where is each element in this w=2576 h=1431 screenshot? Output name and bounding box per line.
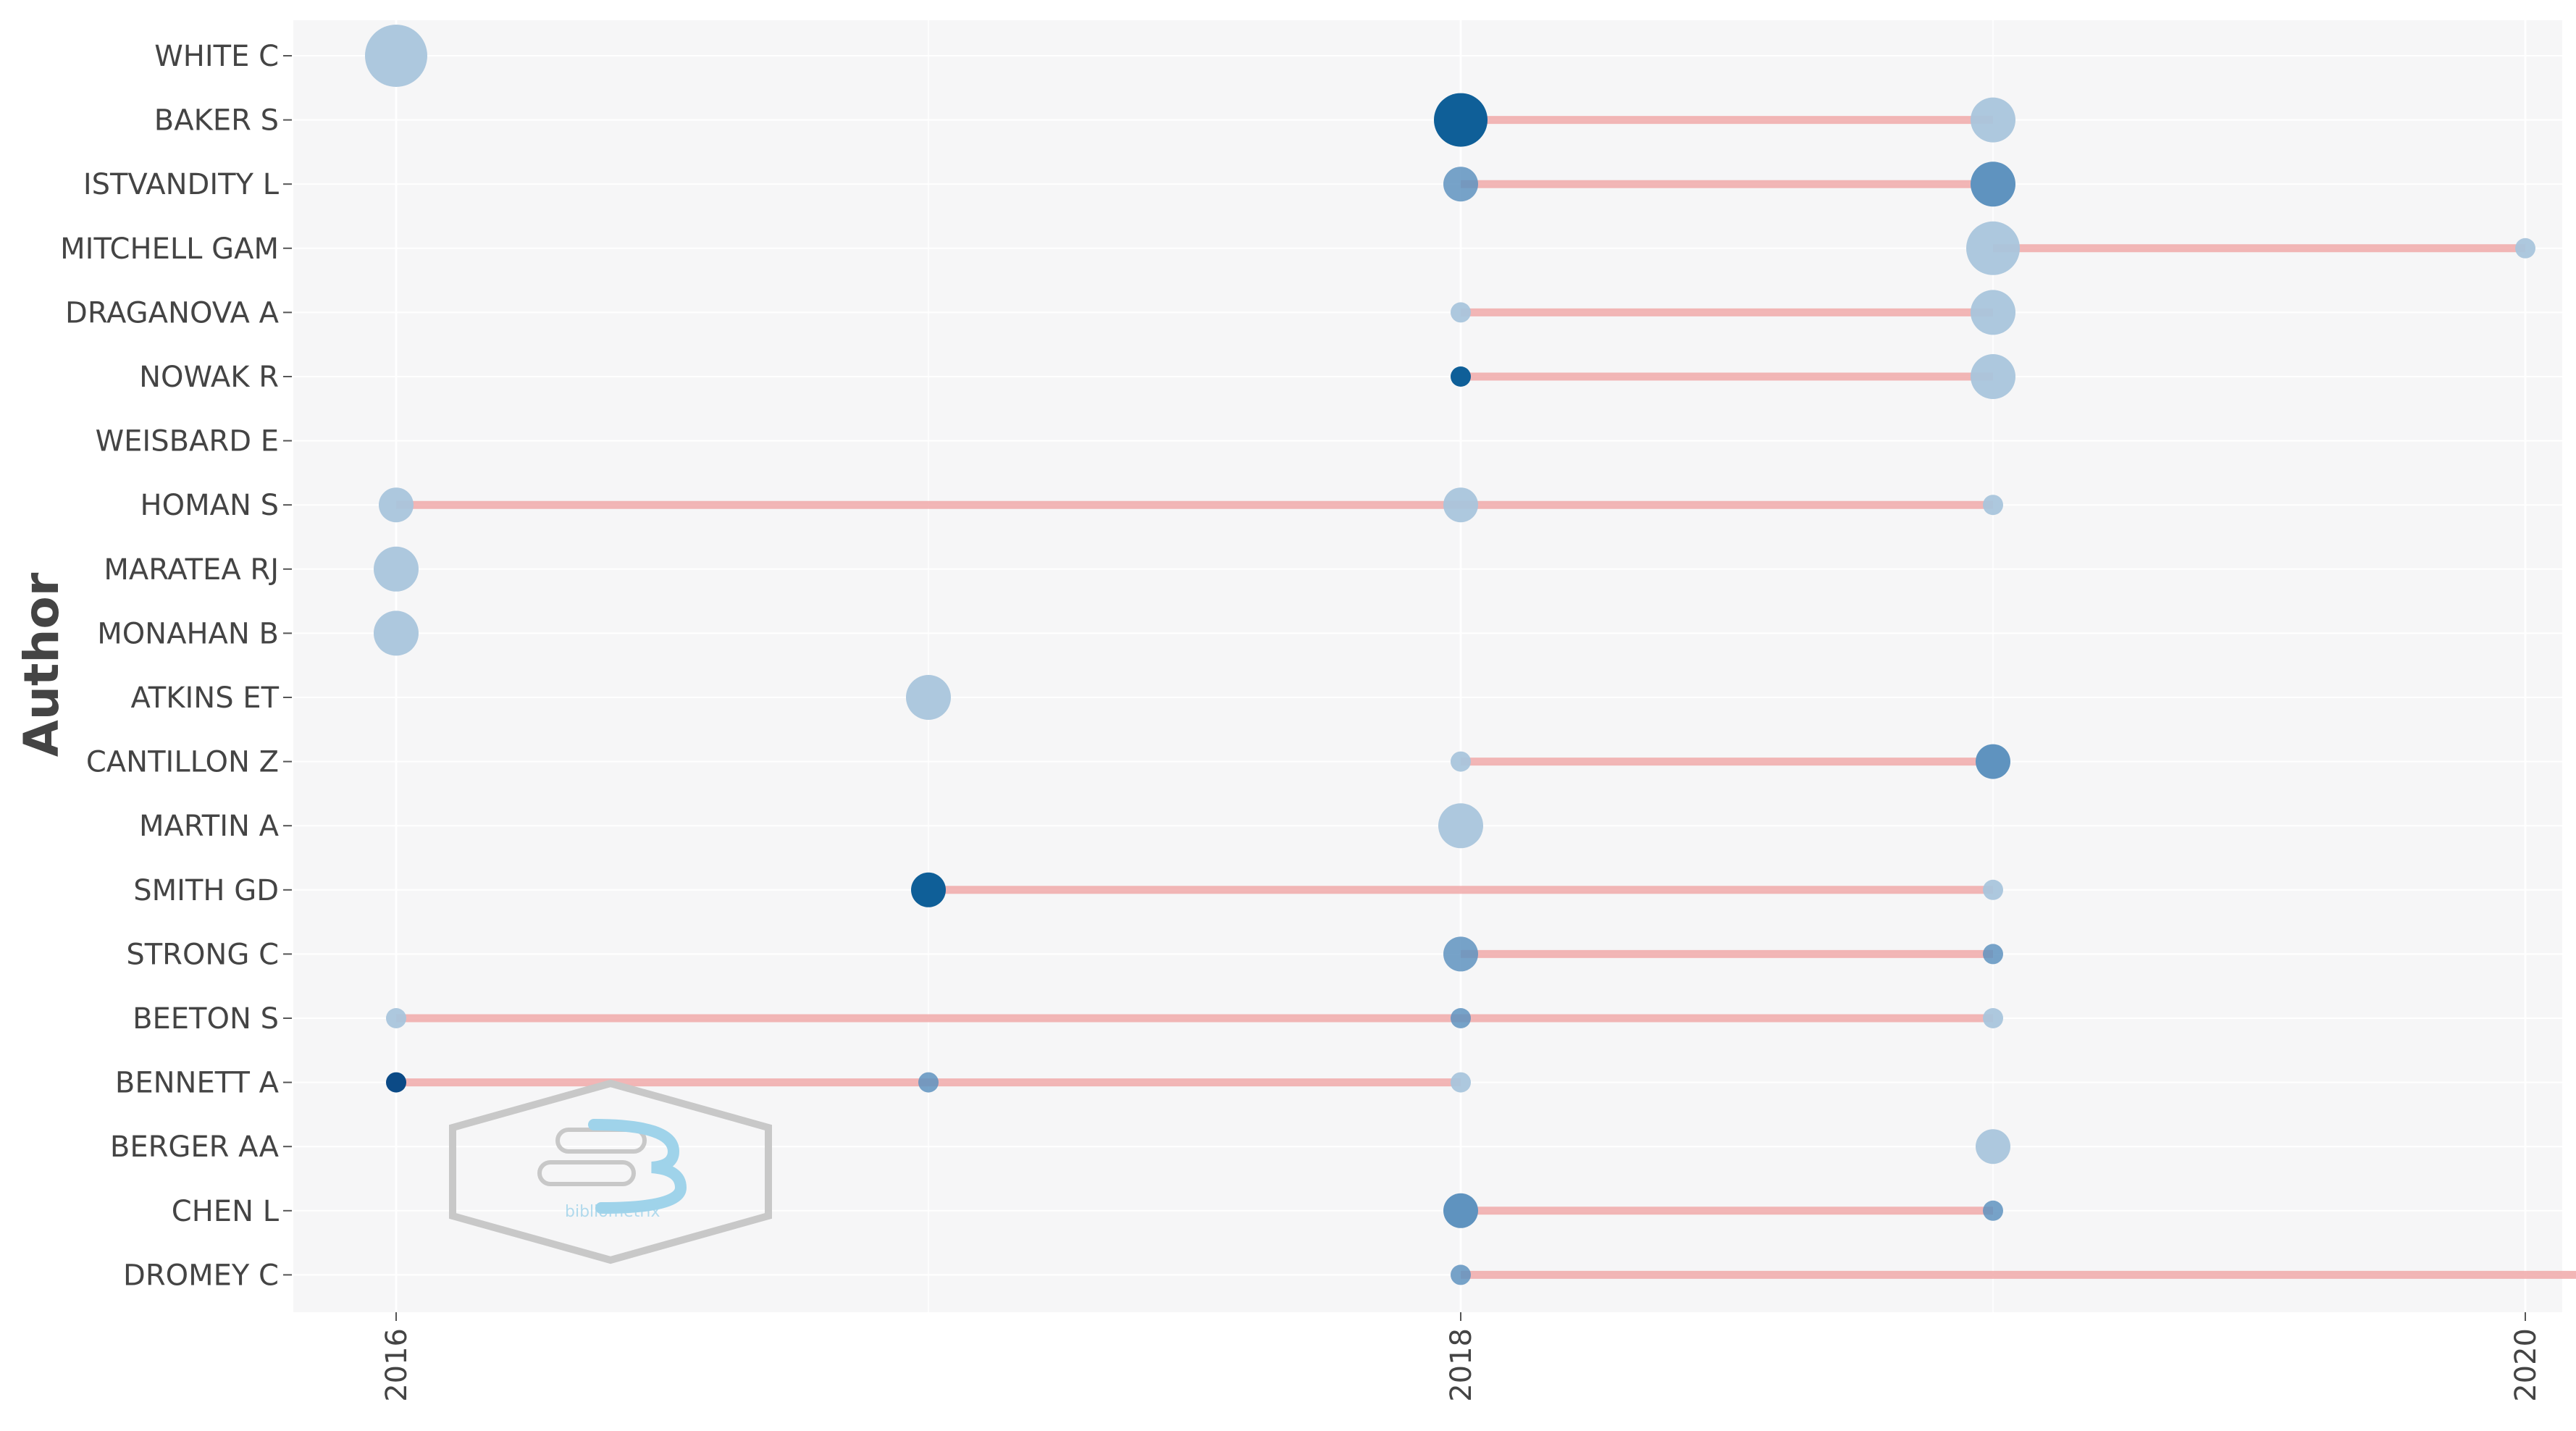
author-year-point (1966, 221, 2020, 275)
watermark-bar-bottom (537, 1160, 636, 1186)
author-year-point (1976, 744, 2010, 779)
watermark-logo: bibliometrix (449, 1079, 772, 1264)
y-axis-ticks: WHITE C BAKER S ISTVANDITY L MITCHELL GAM DR… (60, 40, 292, 1292)
author-year-point (374, 546, 419, 592)
author-year-point (386, 1072, 406, 1093)
y-axis-title: Author (14, 572, 70, 757)
y-tick-label: ISTVANDITY L (83, 168, 280, 201)
y-tick-label: CHEN L (172, 1195, 280, 1228)
y-tick-label: HOMAN S (140, 489, 279, 522)
y-tick-label: WEISBARD E (96, 425, 279, 458)
author-year-point (1451, 302, 1471, 323)
watermark-hexagon (449, 1079, 772, 1264)
author-year-point (906, 675, 951, 720)
watermark-text: bibliometrix (565, 1203, 660, 1221)
author-year-point (1971, 97, 2015, 143)
y-tick-label: MARATEA RJ (104, 553, 279, 587)
author-year-point (1983, 495, 2003, 516)
y-tick-label: DRAGANOVA A (65, 296, 280, 330)
y-tick-label: WHITE C (154, 40, 279, 73)
author-year-point (1971, 354, 2015, 399)
x-tick-label: 2020 (2509, 1328, 2543, 1402)
y-tick-label: MONAHAN B (97, 617, 279, 650)
author-year-point (379, 487, 414, 523)
y-tick-label: CANTILLON Z (86, 746, 279, 779)
x-tick-label: 2018 (1445, 1328, 1478, 1402)
author-points (365, 25, 2535, 1285)
y-tick-label: STRONG C (126, 938, 279, 971)
author-year-point (1971, 161, 2015, 207)
author-year-point (1451, 1264, 1471, 1285)
author-year-point (1983, 879, 2003, 900)
author-year-point (1983, 1008, 2003, 1028)
y-tick-label: BENNETT A (115, 1067, 280, 1100)
author-year-point (1971, 290, 2015, 335)
author-year-point (2515, 238, 2535, 259)
author-year-point (1451, 366, 1471, 387)
author-year-point (386, 1008, 406, 1028)
author-timeline-segments (396, 116, 2576, 1279)
author-year-point (1443, 167, 1478, 202)
author-year-point (918, 1072, 939, 1093)
author-year-point (911, 872, 946, 907)
y-tick-label: BEETON S (133, 1002, 279, 1036)
y-tick-label: ATKINS ET (131, 681, 280, 715)
author-year-point (1443, 1193, 1478, 1228)
watermark-b-curve (588, 1119, 687, 1214)
x-tick-label: 2016 (380, 1328, 414, 1402)
y-tick-label: BERGER AA (110, 1130, 280, 1164)
plot-background (293, 20, 2562, 1312)
y-tick-label: BAKER S (154, 104, 279, 138)
author-year-point (1451, 1008, 1471, 1028)
y-tick-label: NOWAK R (139, 361, 279, 394)
author-year-point (1438, 803, 1483, 849)
author-year-point (1451, 1072, 1471, 1093)
y-tick-label: MARTIN A (139, 810, 280, 843)
y-tick-label: MITCHELL GAM (60, 232, 279, 266)
author-year-point (1983, 944, 2003, 965)
y-tick-label: SMITH GD (133, 874, 279, 907)
author-year-point (1976, 1129, 2010, 1164)
author-year-point (1443, 487, 1478, 523)
author-year-point (365, 25, 427, 87)
author-year-point (1983, 1200, 2003, 1221)
y-tick-label: DROMEY C (123, 1259, 279, 1292)
watermark-b-mark (537, 1119, 687, 1214)
author-year-point (374, 610, 419, 656)
author-year-point (1434, 93, 1488, 147)
author-year-point (1451, 751, 1471, 772)
x-axis-ticks: 20162018202020222024 (380, 1312, 2543, 1402)
author-year-point (1443, 936, 1478, 972)
